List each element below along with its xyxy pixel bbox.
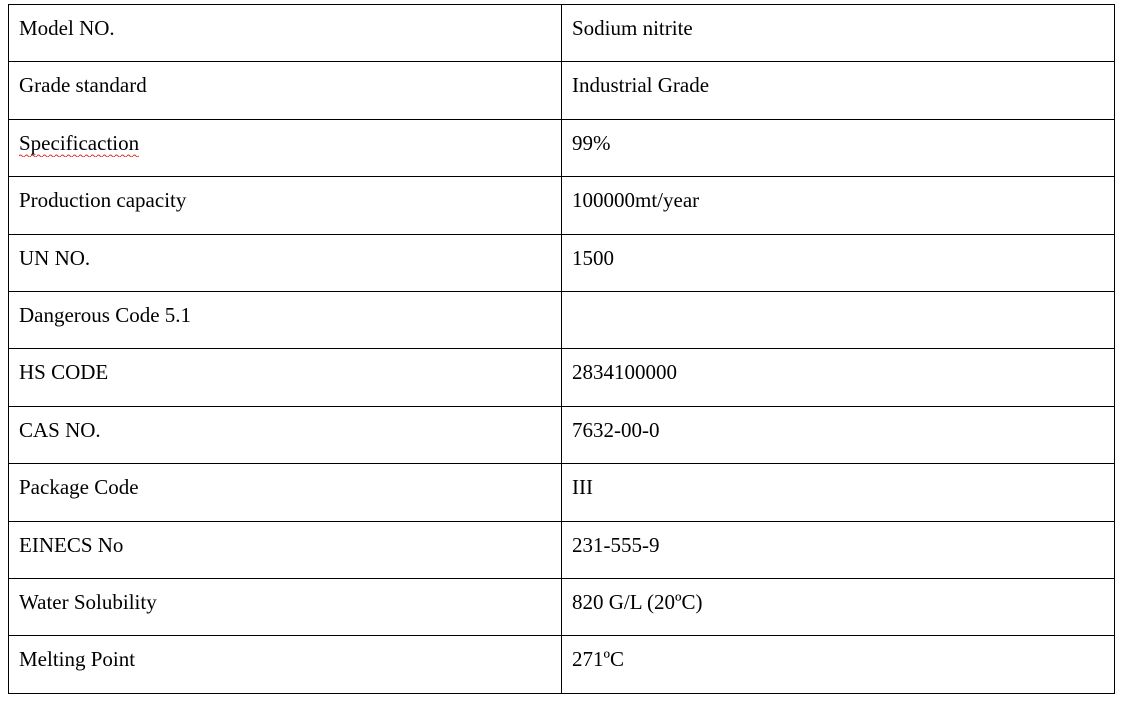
spec-table: Model NO.Sodium nitriteGrade standardInd… xyxy=(8,4,1115,694)
table-cell-label: HS CODE xyxy=(9,349,562,406)
table-cell-label: Specificaction xyxy=(9,119,562,176)
table-cell-label: Melting Point xyxy=(9,636,562,693)
table-cell-label: CAS NO. xyxy=(9,406,562,463)
table-row: Melting Point271ºC xyxy=(9,636,1115,693)
table-row: Grade standardIndustrial Grade xyxy=(9,62,1115,119)
table-row: HS CODE2834100000 xyxy=(9,349,1115,406)
table-row: Dangerous Code 5.1 xyxy=(9,291,1115,348)
table-cell-value: 7632-00-0 xyxy=(562,406,1115,463)
table-cell-label: UN NO. xyxy=(9,234,562,291)
table-row: Model NO.Sodium nitrite xyxy=(9,5,1115,62)
table-cell-value: 2834100000 xyxy=(562,349,1115,406)
table-cell-value: 820 G/L (20ºC) xyxy=(562,578,1115,635)
table-row: UN NO.1500 xyxy=(9,234,1115,291)
table-cell-value: III xyxy=(562,464,1115,521)
spellcheck-underline: Specificaction xyxy=(19,131,139,157)
table-cell-value xyxy=(562,291,1115,348)
table-row: Water Solubility820 G/L (20ºC) xyxy=(9,578,1115,635)
table-cell-label: Water Solubility xyxy=(9,578,562,635)
table-cell-value: 271ºC xyxy=(562,636,1115,693)
table-cell-label: Dangerous Code 5.1 xyxy=(9,291,562,348)
table-cell-label: EINECS No xyxy=(9,521,562,578)
table-cell-label: Grade standard xyxy=(9,62,562,119)
table-row: CAS NO.7632-00-0 xyxy=(9,406,1115,463)
table-row: Production capacity100000mt/year xyxy=(9,177,1115,234)
table-cell-value: 99% xyxy=(562,119,1115,176)
table-cell-label: Package Code xyxy=(9,464,562,521)
table-row: EINECS No231-555-9 xyxy=(9,521,1115,578)
table-row: Specificaction 99% xyxy=(9,119,1115,176)
table-cell-value: 231-555-9 xyxy=(562,521,1115,578)
spec-table-body: Model NO.Sodium nitriteGrade standardInd… xyxy=(9,5,1115,694)
table-cell-value: 1500 xyxy=(562,234,1115,291)
table-cell-value: Industrial Grade xyxy=(562,62,1115,119)
table-cell-value: Sodium nitrite xyxy=(562,5,1115,62)
table-cell-value: 100000mt/year xyxy=(562,177,1115,234)
table-cell-label: Production capacity xyxy=(9,177,562,234)
table-cell-label: Model NO. xyxy=(9,5,562,62)
table-row: Package CodeIII xyxy=(9,464,1115,521)
page: Model NO.Sodium nitriteGrade standardInd… xyxy=(0,0,1131,706)
